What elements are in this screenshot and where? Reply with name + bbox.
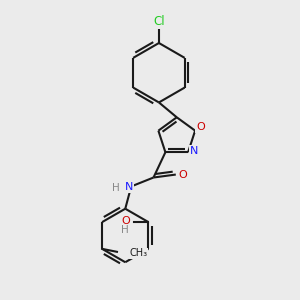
- Text: H: H: [112, 183, 120, 193]
- Text: O: O: [196, 122, 205, 132]
- Text: O: O: [121, 216, 130, 226]
- Text: H: H: [122, 225, 129, 236]
- Text: Cl: Cl: [153, 15, 165, 28]
- Text: CH₃: CH₃: [129, 248, 148, 258]
- Text: O: O: [178, 169, 187, 179]
- Text: N: N: [190, 146, 198, 156]
- Text: N: N: [125, 182, 133, 192]
